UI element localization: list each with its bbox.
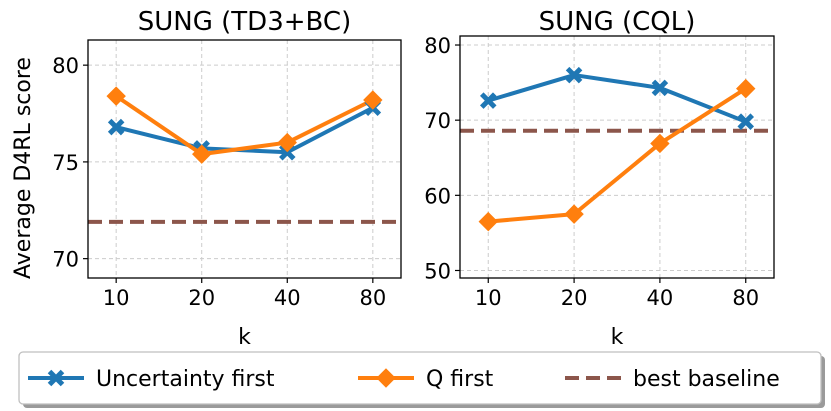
panel-td3bc: 10 20 40 80 70 75 80 SUNG (TD3+BC) k Average D… [11,7,402,350]
x-tick-label: 20 [561,286,588,310]
x-tick-label: 10 [103,286,130,310]
chart-title-cql: SUNG (CQL) [539,7,696,37]
ticks-td3bc: 10 20 40 80 70 75 80 [52,54,386,310]
data-point-uncertainty-first [737,113,755,130]
y-tick-label: 80 [424,34,451,58]
legend-entry: best baseline [565,367,780,392]
series-line-q-first [115,94,374,157]
data-point-q-first [478,211,498,232]
series-line-uncertainty-first [487,73,747,124]
x-axis-label-td3bc: k [238,325,251,350]
legend-label: best baseline [633,367,780,392]
series-td3bc [106,86,383,164]
series-cql [478,66,756,232]
data-point-q-first [277,132,297,153]
data-point-uncertainty-first [479,92,497,109]
series-line-q-first [488,86,747,224]
x-axis-label-cql: k [611,325,624,350]
data-point-uncertainty-first [107,118,125,136]
x-tick-label: 80 [732,286,759,310]
data-point-q-first [650,133,670,154]
plot-frame-cql [459,35,775,279]
data-point-q-first [106,86,126,106]
legend-label: Uncertainty first [96,367,275,392]
data-point-q-first [192,144,212,164]
y-tick-label: 70 [424,109,451,133]
x-tick-label: 20 [188,286,215,310]
ticks-cql: 10 20 40 80 50 60 70 80 [424,34,759,310]
legend-box [18,351,822,405]
plot-frame-td3bc [87,39,402,279]
data-point-q-first [736,78,756,99]
y-tick-label: 50 [424,259,451,283]
plot-area-td3bc [88,40,401,278]
data-point-uncertainty-first [565,66,583,84]
grid-cql [460,36,774,278]
y-tick-label: 60 [424,184,451,208]
legend: Uncertainty first Q first best baseline [18,351,825,408]
x-tick-label: 40 [274,286,301,310]
data-point-q-first [564,204,584,224]
data-point-uncertainty-first [651,79,669,97]
x-tick-label: 10 [475,286,502,310]
legend-entry: Q first [358,367,494,392]
y-axis-label: Average D4RL score [11,57,36,279]
x-tick-label: 80 [359,286,386,310]
plot-area-cql [460,36,774,278]
data-point-q-first [363,90,383,110]
legend-label: Q first [426,367,494,392]
y-tick-label: 75 [52,151,79,175]
legend-entry: Uncertainty first [28,367,275,392]
x-tick-label: 40 [647,286,674,310]
legend-marker-icon [47,369,65,387]
y-tick-label: 70 [52,248,79,272]
y-tick-label: 80 [52,54,79,78]
panel-cql: 10 20 40 80 50 60 70 80 SUNG (CQL) k [424,7,775,350]
chart-title-td3bc: SUNG (TD3+BC) [138,7,351,37]
legend-marker-icon [376,368,396,388]
